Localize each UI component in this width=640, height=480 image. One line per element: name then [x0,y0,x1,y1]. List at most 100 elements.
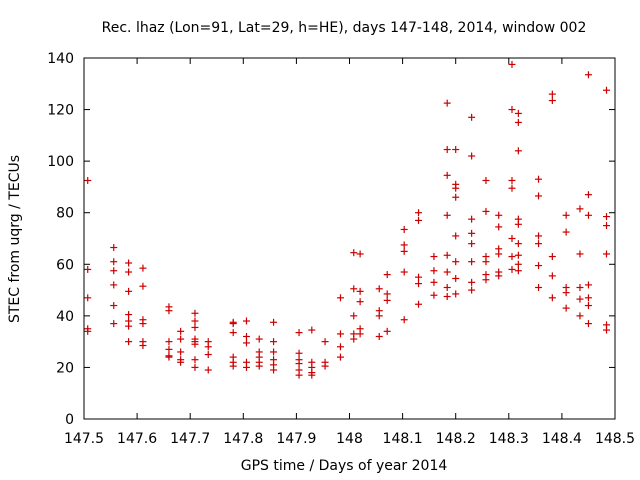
data-point [576,295,584,303]
data-point [468,278,476,286]
data-point [125,322,133,330]
data-point [443,171,451,179]
data-point [508,235,516,242]
data-point [430,253,438,261]
data-point [110,267,118,275]
data-point [576,250,584,258]
data-point [165,338,173,346]
data-point [383,296,391,304]
data-point [270,366,278,374]
data-point [562,228,570,236]
axis-ticks: 147.5 147.6 147.7 147.8 147.9 148 148.1 148.2 14… [47,51,635,447]
data-point [482,276,490,284]
data-point [584,320,592,328]
data-point [603,250,611,258]
x-tick-label: 147.6 [117,431,157,447]
data-point [229,320,237,328]
data-point [375,285,383,293]
data-point [242,317,250,325]
data-point [204,351,212,359]
data-point [468,152,476,160]
data-point [336,330,344,338]
data-point [584,302,592,310]
data-point [443,146,451,154]
data-point [375,332,383,340]
data-point [165,353,173,361]
plot-frame [83,57,616,420]
data-point [295,329,303,337]
data-point [415,300,423,308]
data-point [191,356,199,364]
data-point [125,338,133,346]
data-point [452,146,460,154]
x-tick-label: 148.4 [542,431,582,447]
data-point [229,329,237,337]
data-point [584,281,592,289]
data-point [576,205,584,213]
data-point [514,220,522,228]
data-point [562,211,570,219]
data-point [139,264,147,272]
data-point [191,340,199,348]
x-tick-label: 147.9 [276,431,316,447]
x-tick-label: 148.2 [436,431,476,447]
data-point [177,335,185,343]
data-point [443,268,451,276]
data-point [139,320,147,328]
data-point [514,260,522,268]
data-point [125,268,133,276]
data-point [383,290,391,298]
data-point [562,289,570,297]
data-point [255,362,263,370]
data-point [468,240,476,248]
data-point [482,207,490,215]
y-tick-label: 20 [56,360,74,376]
y-tick-label: 100 [47,154,74,170]
data-point [400,225,408,233]
data-point [535,192,543,200]
data-point [110,320,118,328]
y-tick-label: 0 [65,412,74,428]
data-point [295,360,303,368]
data-point [452,274,460,282]
data-point [482,176,490,184]
data-point [84,294,92,302]
data-point [242,332,250,340]
data-point [548,272,556,280]
data-point [535,232,543,240]
data-point [110,258,118,266]
data-point [535,283,543,291]
data-point [548,90,556,98]
data-point [84,265,92,273]
data-point [468,286,476,294]
data-point [84,327,92,335]
data-point [350,285,358,293]
data-point [514,240,522,248]
data-point [204,343,212,351]
data-point [495,272,503,280]
data-point [270,318,278,326]
data-point [584,211,592,219]
data-point [452,232,460,240]
data-point [177,348,185,356]
data-point [468,229,476,237]
data-point [548,97,556,105]
data-points [84,60,611,379]
data-point [443,293,451,301]
data-point [482,258,490,266]
data-point [508,106,516,114]
data-point [508,265,516,273]
data-point [177,327,185,335]
data-point [495,223,503,231]
data-point [584,71,592,79]
data-point [336,294,344,302]
data-point [191,317,199,325]
data-point [508,184,516,192]
data-point [191,309,199,317]
data-point [452,193,460,201]
data-point [514,251,522,259]
data-point [452,258,460,266]
x-tick-label: 147.5 [64,431,104,447]
data-point [468,113,476,121]
